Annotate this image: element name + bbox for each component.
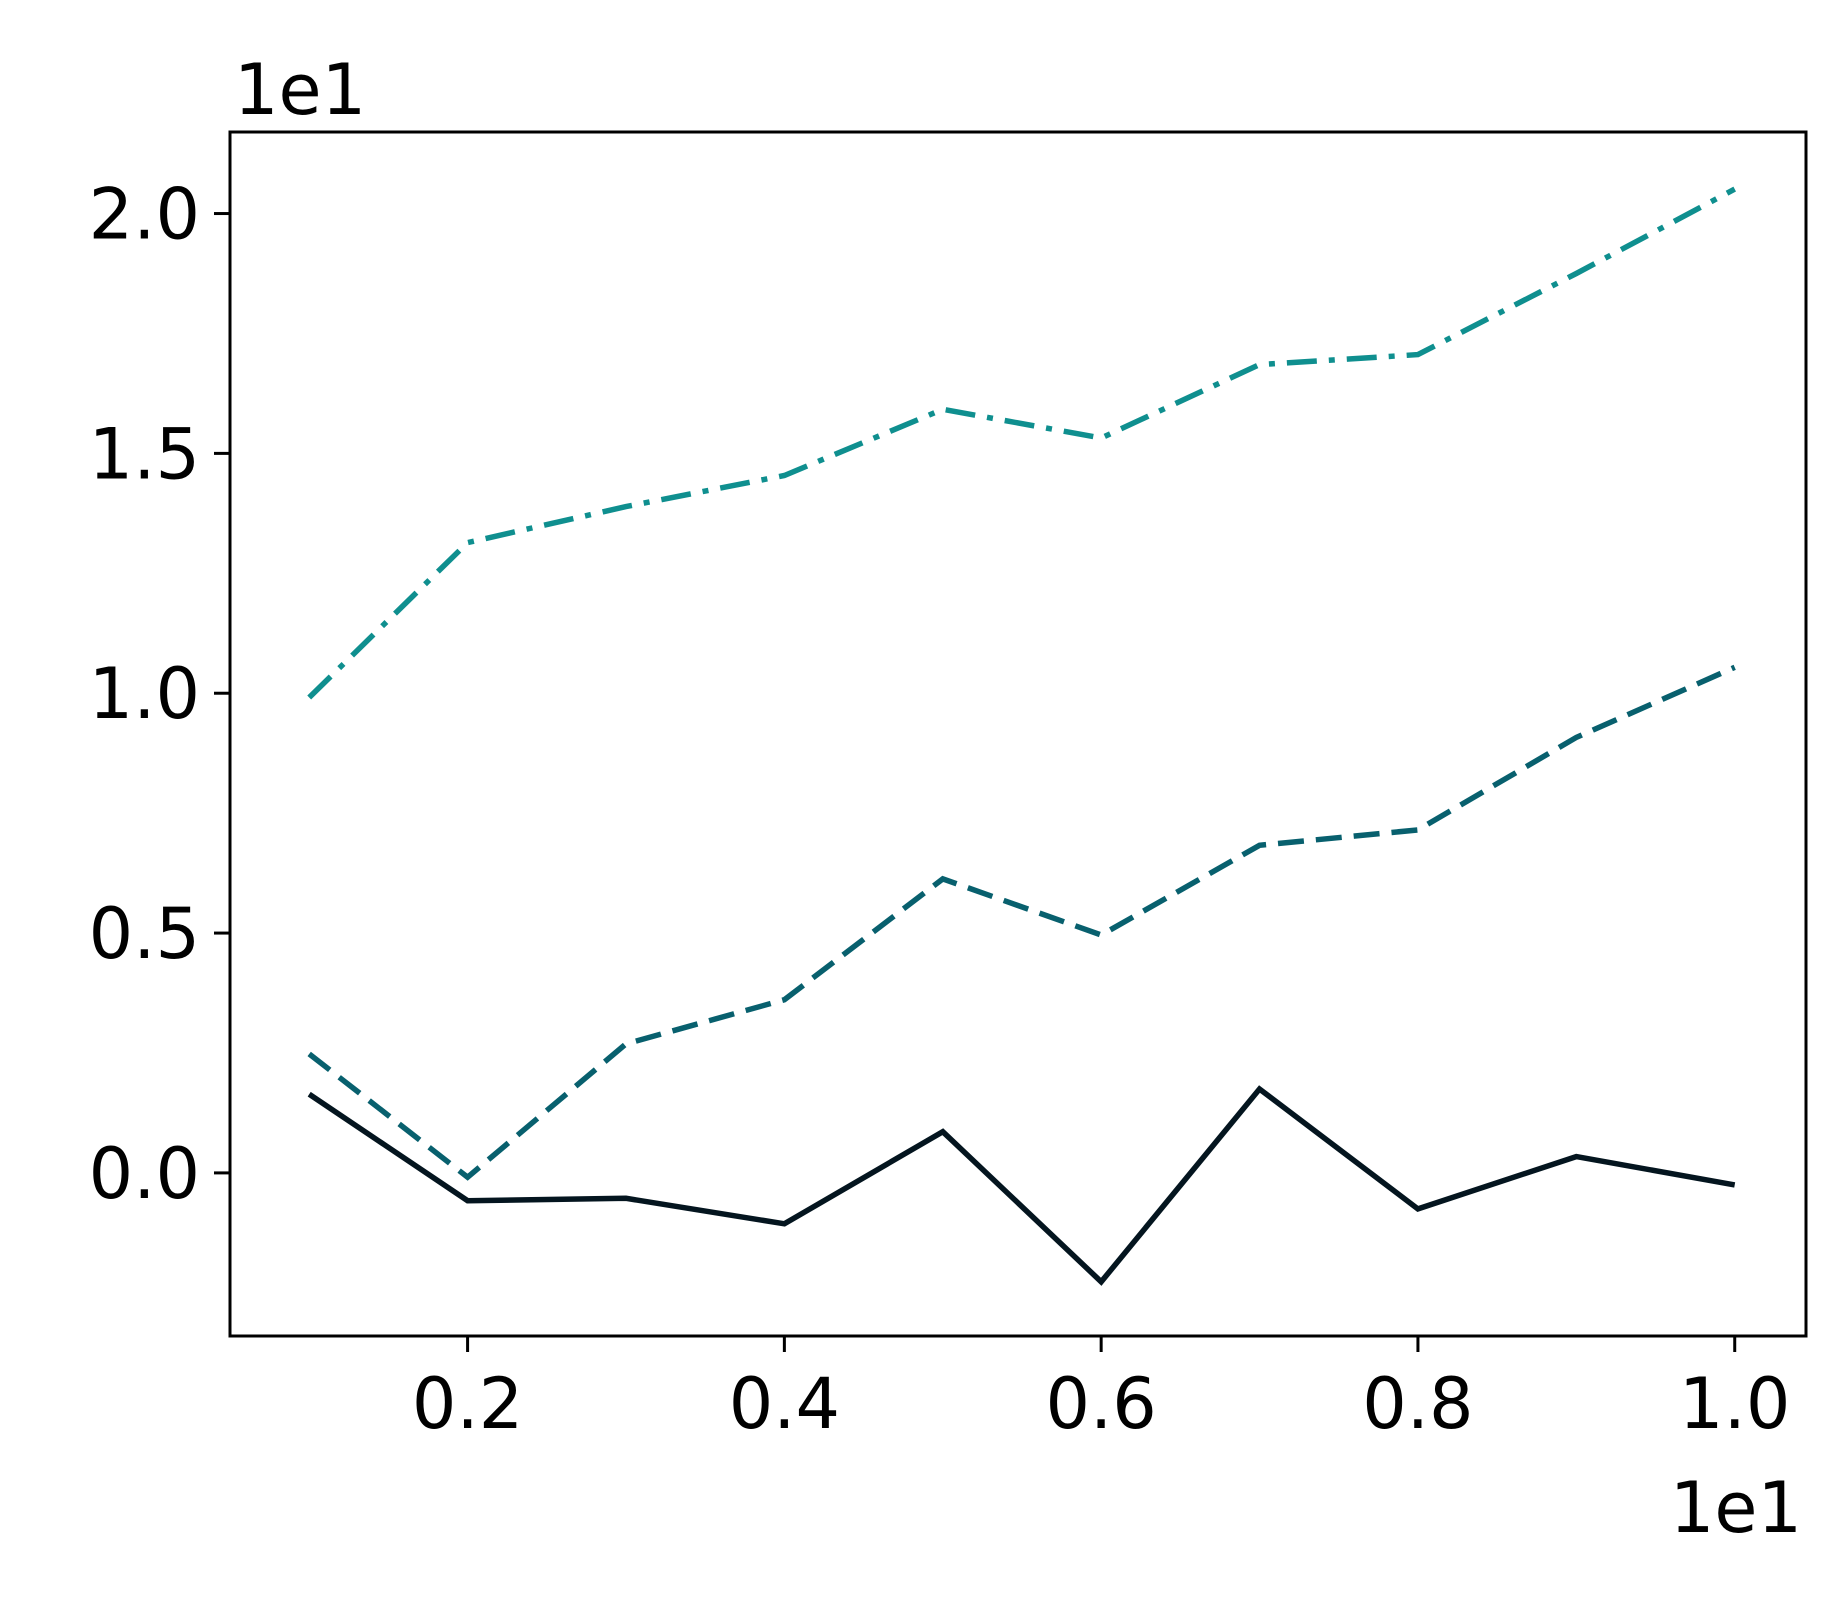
x-tick-label: 0.6: [1045, 1363, 1156, 1445]
axis-layer: 0.2 0.4 0.6 0.8 1.0 0.0 0.5 1.0 1.5 2.0: [89, 174, 1791, 1445]
x-tick-label: 1.0: [1679, 1363, 1790, 1445]
x-tick-label: 0.8: [1362, 1363, 1473, 1445]
y-tick-label: 1.0: [89, 653, 200, 735]
y-tick-label: 2.0: [89, 174, 200, 256]
x-tick-label: 0.4: [729, 1363, 840, 1445]
x-axis-offset-label: 1e1: [1670, 1467, 1802, 1549]
y-tick-label: 0.5: [89, 893, 200, 975]
series-line-2: [307, 664, 1736, 1181]
y-tick-label: 1.5: [89, 413, 200, 495]
series-layer: [307, 186, 1736, 1286]
series-line-3: [307, 186, 1736, 700]
plot-frame: [228, 130, 1808, 1338]
y-axis-offset-label: 1e1: [234, 49, 366, 131]
x-tick-label: 0.2: [412, 1363, 523, 1445]
series-line-1: [307, 1085, 1736, 1286]
y-tick-label: 0.0: [89, 1133, 200, 1215]
